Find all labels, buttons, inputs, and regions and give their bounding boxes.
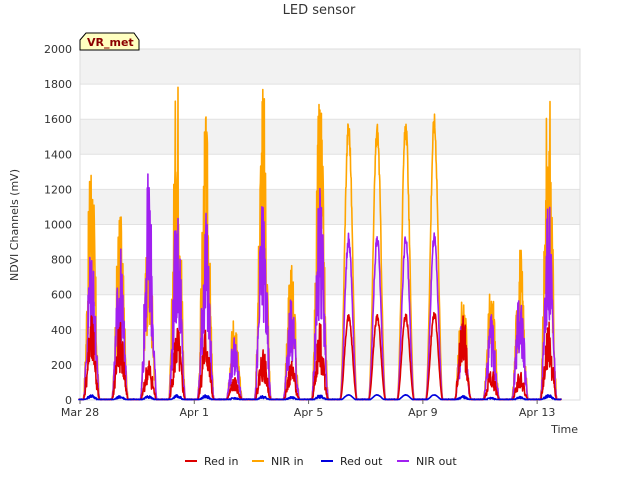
y-tick-label: 400 [51,324,72,337]
x-tick-label: Apr 13 [519,406,556,419]
vr-met-badge: VR_met [79,32,140,51]
series-line-red-out [77,393,562,401]
grid-band [80,119,580,155]
badge-label: VR_met [87,36,134,49]
badge-shape [79,32,140,51]
y-tick-label: 2000 [44,43,72,56]
x-axis-ticks: Mar 28 Apr 1 Apr 5 Apr 9 Apr 13 [61,400,556,419]
y-tick-label: 1200 [44,183,72,196]
chart-title: LED sensor [283,3,356,18]
legend-label: Red in [204,455,238,468]
y-tick-label: 1800 [44,78,72,91]
legend-item: Red out [321,455,383,468]
y-tick-label: 1000 [44,219,72,232]
grid-band [80,49,580,85]
grid-band [80,189,580,225]
y-axis-title: NDVI Channels (mV) [8,169,21,281]
legend-label: NIR out [416,455,457,468]
y-tick-label: 1400 [44,148,72,161]
legend: Red in NIR in Red out NIR out [185,455,457,468]
x-axis-title: Time [550,423,578,436]
legend-item: NIR in [252,455,304,468]
y-axis-ticks: 0 200 400 600 800 1000 1200 1400 1600 1800 2000 [44,43,72,407]
x-tick-label: Apr 5 [294,406,324,419]
y-tick-label: 800 [51,254,72,267]
x-tick-label: Mar 28 [61,406,99,419]
y-tick-label: 1600 [44,113,72,126]
y-tick-label: 600 [51,289,72,302]
legend-label: Red out [340,455,383,468]
series-layer [77,86,562,401]
x-tick-label: Apr 9 [408,406,438,419]
y-tick-label: 0 [65,394,72,407]
legend-label: NIR in [271,455,304,468]
plot-background-bands [80,49,580,365]
x-tick-label: Apr 1 [180,406,210,419]
grid-band [80,259,580,295]
legend-item: Red in [185,455,238,468]
legend-item: NIR out [397,455,457,468]
y-tick-label: 200 [51,359,72,372]
